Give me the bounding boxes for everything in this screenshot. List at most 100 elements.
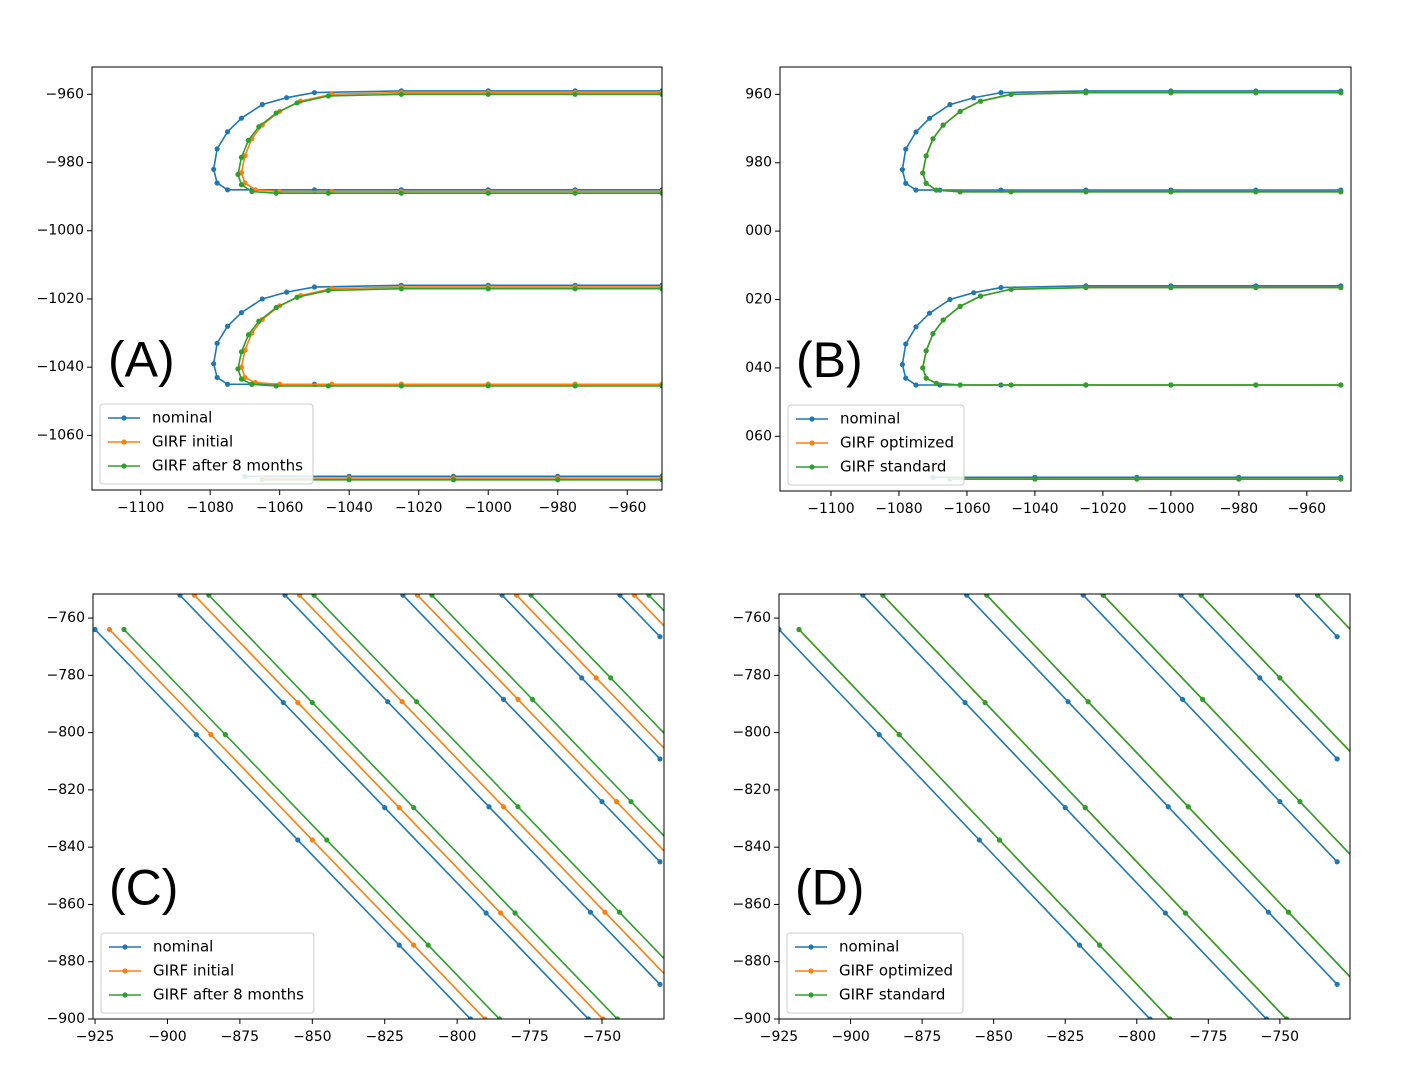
point [976, 837, 982, 843]
point [311, 594, 317, 598]
point [399, 699, 405, 705]
point [191, 594, 197, 598]
y-tick-label: 960 [745, 86, 772, 102]
point [1065, 699, 1071, 705]
point [259, 101, 265, 108]
point [1199, 696, 1206, 702]
point [616, 909, 622, 915]
y-tick-label: −860 [733, 896, 771, 912]
point [587, 909, 594, 915]
x-tick-label: −1000 [465, 500, 512, 516]
point [485, 91, 491, 97]
point [512, 910, 518, 916]
point [425, 942, 431, 948]
point [672, 859, 677, 864]
point [977, 98, 984, 104]
point [249, 381, 255, 387]
point [971, 95, 977, 101]
panel: −1100 −1080 −1060 −1040 −1020 −1000 −980 −960 96… [745, 66, 1352, 517]
legend-label: nominal [840, 410, 900, 428]
point [628, 799, 634, 805]
point [1338, 382, 1344, 388]
point [238, 376, 245, 382]
point [245, 332, 252, 338]
point [485, 286, 491, 292]
point [273, 383, 279, 389]
point [528, 594, 534, 598]
point [256, 318, 262, 324]
x-tick-label: −925 [76, 1029, 114, 1045]
point [273, 190, 279, 196]
point [515, 804, 521, 810]
point [235, 171, 241, 178]
point [309, 837, 315, 843]
plot-area [211, 88, 662, 483]
point [396, 805, 402, 811]
point [1168, 284, 1174, 291]
point [1285, 909, 1292, 915]
point [1032, 476, 1038, 482]
y-tick-label: −1020 [37, 291, 84, 307]
legend-marker [808, 944, 814, 950]
point [962, 699, 968, 706]
y-tick-label: −880 [47, 954, 85, 970]
point [920, 170, 926, 176]
legend-box [786, 932, 964, 1014]
point [933, 187, 939, 193]
point [1355, 756, 1360, 761]
point [593, 675, 599, 681]
point [1355, 982, 1360, 987]
y-tick-label: −780 [47, 667, 85, 683]
point [1334, 981, 1340, 987]
point [957, 108, 963, 115]
x-tick-label: −980 [539, 500, 577, 516]
point [500, 804, 507, 810]
point [93, 626, 98, 633]
point [482, 1016, 488, 1019]
point [385, 699, 391, 705]
point [325, 383, 331, 389]
point [1085, 699, 1091, 705]
point [214, 340, 220, 346]
point [796, 626, 802, 633]
point [1096, 942, 1103, 948]
point [222, 732, 228, 738]
plot-area [899, 88, 1344, 482]
point [529, 696, 536, 702]
point [398, 286, 404, 292]
point [930, 331, 936, 337]
legend-label: GIRF initial [152, 433, 233, 451]
point [224, 381, 231, 387]
point [498, 910, 504, 916]
point [325, 287, 331, 294]
point [779, 626, 782, 633]
point [1338, 189, 1344, 195]
point [245, 137, 252, 143]
point [214, 180, 220, 186]
point [686, 982, 691, 987]
point [996, 837, 1002, 843]
point [1008, 189, 1014, 195]
x-tick-label: −980 [1220, 501, 1258, 517]
point [913, 187, 919, 193]
x-tick-label: −1020 [1079, 501, 1126, 517]
legend-marker [122, 992, 128, 998]
panel-label: (D) [795, 860, 864, 916]
point [672, 756, 677, 761]
point [214, 146, 220, 152]
y-tick-label: −960 [46, 86, 84, 102]
point [273, 304, 279, 311]
point [398, 190, 404, 196]
point [1253, 382, 1259, 388]
point [572, 286, 578, 292]
point [1100, 594, 1106, 598]
point [876, 732, 882, 738]
y-tick-label: −820 [47, 782, 85, 798]
point [1334, 859, 1340, 865]
point [984, 594, 990, 598]
point [211, 166, 217, 172]
point [1008, 91, 1014, 97]
point [1236, 476, 1242, 482]
point [657, 981, 663, 987]
